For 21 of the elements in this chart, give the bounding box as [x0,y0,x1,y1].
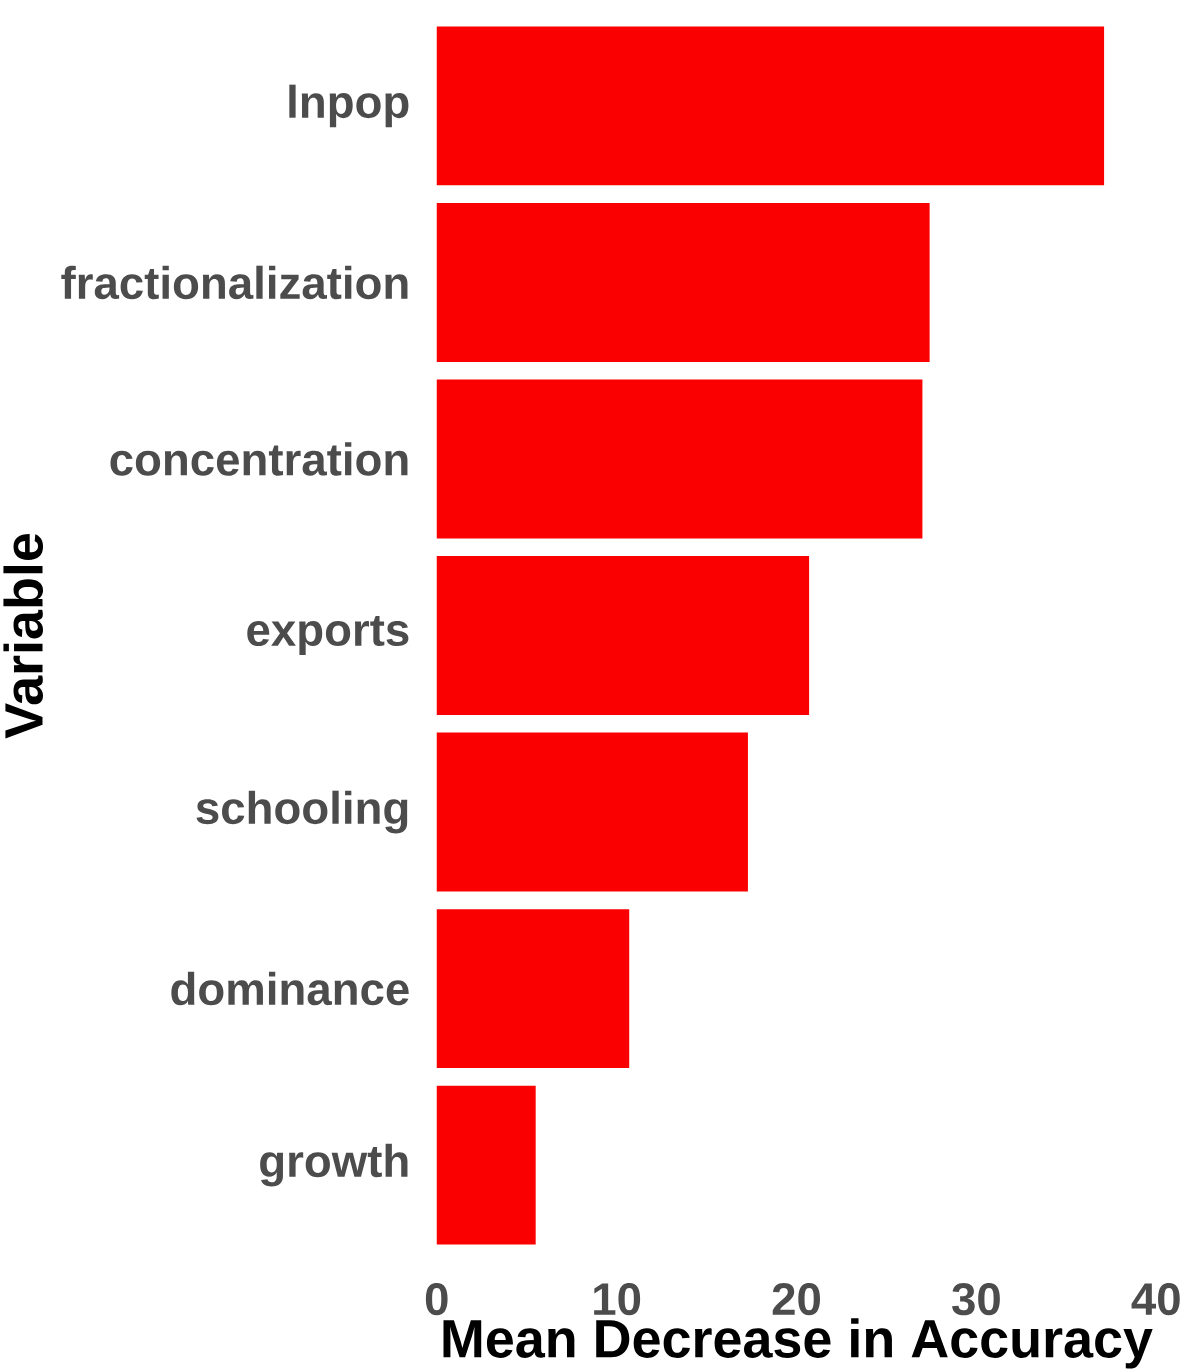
bar [436,379,923,539]
bar [436,556,810,715]
y-tick-label: lnpop [289,84,409,128]
bar [436,1085,536,1245]
x-tick-label: 10 [594,1282,641,1316]
x-tick-label: 0 [425,1282,448,1316]
x-tick-label: 20 [772,1282,820,1316]
bar [436,26,1105,186]
y-tick-label: growth [260,1143,408,1187]
x-tick-label: 40 [1131,1282,1180,1316]
y-tick-label: concentration [110,442,408,476]
bar [436,732,748,892]
bar [436,203,930,362]
y-tick-label: exports [247,615,409,656]
y-tick-label: fractionalization [61,265,408,300]
x-tick-label: 30 [952,1282,1000,1316]
y-tick-label: dominance [171,971,409,1006]
y-axis-title: Variable [3,533,43,739]
bar [436,909,630,1069]
y-tick-label: schooling [196,790,408,834]
x-axis-title: Mean Decrease in Accuracy [443,1318,1153,1369]
